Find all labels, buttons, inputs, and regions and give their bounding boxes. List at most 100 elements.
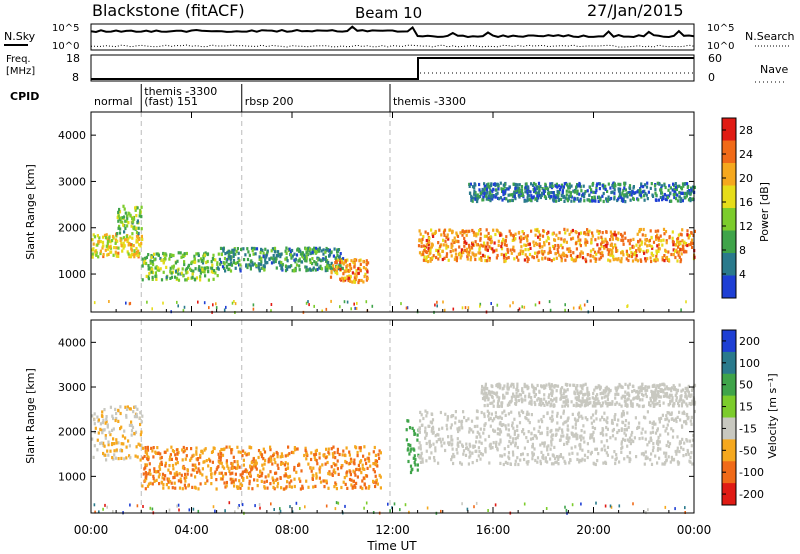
echo-cell bbox=[205, 266, 208, 270]
echo-cell bbox=[101, 421, 104, 425]
echo-cell bbox=[445, 235, 448, 240]
cpid-segment-label: themis -3300 bbox=[393, 95, 466, 108]
echo-cell bbox=[593, 397, 596, 401]
echo-cell bbox=[437, 241, 440, 245]
echo-cell bbox=[346, 486, 349, 490]
echo-cell bbox=[609, 504, 612, 508]
echo-cell bbox=[453, 236, 456, 240]
echo-cell bbox=[136, 407, 139, 411]
echo-cell bbox=[239, 267, 242, 271]
echo-cell bbox=[520, 245, 523, 249]
echo-cell bbox=[566, 228, 569, 232]
echo-cell bbox=[290, 256, 293, 260]
echo-cell bbox=[437, 438, 440, 442]
echo-cell bbox=[353, 276, 356, 280]
echo-cell bbox=[602, 240, 605, 244]
echo-cell bbox=[138, 416, 141, 420]
echo-cell bbox=[665, 414, 668, 418]
echo-cell bbox=[511, 424, 514, 428]
echo-cell bbox=[94, 510, 96, 514]
echo-cell bbox=[524, 398, 527, 402]
echo-cell bbox=[518, 411, 521, 415]
echo-cell bbox=[607, 392, 610, 396]
echo-cell bbox=[667, 455, 670, 459]
echo-cell bbox=[474, 240, 477, 244]
echo-cell bbox=[274, 478, 277, 482]
echo-cell bbox=[616, 392, 619, 396]
echo-cell bbox=[538, 242, 541, 246]
echo-cell bbox=[208, 306, 210, 310]
echo-cell bbox=[527, 395, 530, 399]
echo-cell bbox=[249, 267, 252, 271]
echo-cell bbox=[328, 472, 331, 476]
echo-cell bbox=[273, 508, 275, 511]
echo-cell bbox=[356, 301, 358, 305]
echo-cell bbox=[467, 462, 470, 466]
echo-cell bbox=[211, 266, 214, 270]
echo-cell bbox=[570, 230, 573, 234]
echo-cell bbox=[118, 224, 121, 228]
echo-cell bbox=[187, 276, 190, 280]
echo-cell bbox=[676, 199, 679, 203]
echo-cell bbox=[117, 408, 120, 412]
date-title: 27/Jan/2015 bbox=[587, 1, 684, 20]
echo-cell bbox=[149, 259, 152, 263]
echo-cell bbox=[184, 472, 187, 476]
echo-cell bbox=[572, 189, 575, 193]
echo-cell bbox=[677, 461, 681, 465]
echo-cell bbox=[336, 459, 339, 463]
echo-cell bbox=[676, 449, 679, 453]
echo-cell bbox=[539, 184, 542, 189]
echo-cell bbox=[317, 249, 321, 253]
echo-cell bbox=[686, 243, 689, 248]
echo-cell bbox=[536, 383, 539, 388]
echo-cell bbox=[576, 396, 579, 400]
echo-cell bbox=[465, 419, 468, 423]
echo-cell bbox=[280, 486, 283, 490]
echo-cell bbox=[325, 267, 328, 271]
echo-cell bbox=[647, 190, 650, 194]
echo-cell bbox=[198, 265, 201, 269]
echo-cell bbox=[354, 306, 356, 310]
echo-cell bbox=[170, 445, 173, 449]
echo-cell bbox=[332, 445, 335, 449]
echo-cell bbox=[132, 220, 135, 224]
echo-cell bbox=[493, 241, 496, 245]
colorbar-tick-label: 4 bbox=[739, 268, 746, 281]
echo-cell bbox=[225, 459, 228, 463]
echo-cell bbox=[231, 248, 234, 252]
echo-cell bbox=[366, 270, 369, 274]
echo-cell bbox=[183, 305, 186, 309]
echo-cell bbox=[508, 457, 511, 461]
echo-cell bbox=[254, 465, 257, 469]
echo-cell bbox=[565, 240, 568, 244]
echo-cell bbox=[659, 387, 662, 392]
echo-cell bbox=[624, 401, 627, 405]
echo-cell bbox=[645, 193, 648, 197]
echo-cell bbox=[430, 451, 433, 455]
echo-cell bbox=[337, 256, 340, 261]
echo-cell bbox=[524, 190, 527, 194]
echo-cell bbox=[613, 191, 616, 195]
echo-cell bbox=[261, 463, 264, 467]
echo-cell bbox=[433, 456, 436, 460]
echo-cell bbox=[227, 256, 230, 260]
echo-cell bbox=[589, 433, 592, 437]
echo-cell bbox=[422, 416, 425, 421]
echo-cell bbox=[185, 475, 188, 479]
echo-cell bbox=[136, 206, 139, 210]
echo-cell bbox=[500, 252, 503, 257]
echo-cell bbox=[548, 246, 551, 250]
echo-cell bbox=[234, 261, 237, 265]
echo-cell bbox=[330, 465, 333, 469]
echo-cell bbox=[276, 481, 280, 485]
echo-cell bbox=[454, 256, 457, 260]
echo-cell bbox=[472, 230, 475, 234]
echo-cell bbox=[147, 275, 150, 279]
echo-cell bbox=[124, 219, 127, 223]
echo-cell bbox=[546, 460, 549, 464]
echo-cell bbox=[471, 461, 474, 465]
echo-cell bbox=[184, 479, 187, 483]
echo-cell bbox=[497, 243, 500, 247]
echo-cell bbox=[236, 466, 239, 470]
